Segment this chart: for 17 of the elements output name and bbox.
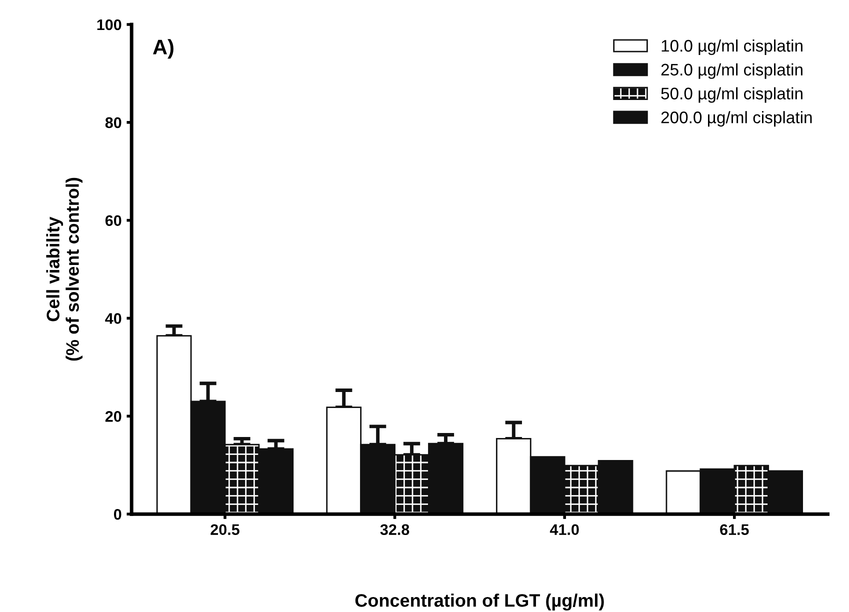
- legend-label: 200.0 µg/ml cisplatin: [661, 111, 812, 127]
- x-tick-label: 20.5: [210, 524, 240, 536]
- legend-label: 25.0 µg/ml cisplatin: [661, 63, 802, 79]
- y-tick-label: 0: [114, 508, 122, 520]
- legend-label: 10.0 µg/ml cisplatin: [662, 39, 802, 56]
- y-axis-title: Cell viability (% of solvent control): [46, 178, 82, 361]
- y-tick-label: 80: [105, 117, 122, 128]
- y-tick-label: 20: [105, 411, 122, 422]
- x-tick-label: 41.0: [550, 524, 579, 536]
- y-tick-label: 60: [105, 215, 122, 226]
- x-tick-label: 61.5: [720, 524, 749, 536]
- x-tick-label: 32.8: [380, 524, 410, 536]
- x-axis-title: Concentration of LGT (µg/ml): [355, 594, 604, 611]
- legend-label: 50.0 µg/ml cisplatin: [661, 87, 802, 103]
- annotation: A): [153, 39, 174, 59]
- y-tick-label: 40: [105, 313, 122, 324]
- y-tick-label: 100: [97, 19, 122, 30]
